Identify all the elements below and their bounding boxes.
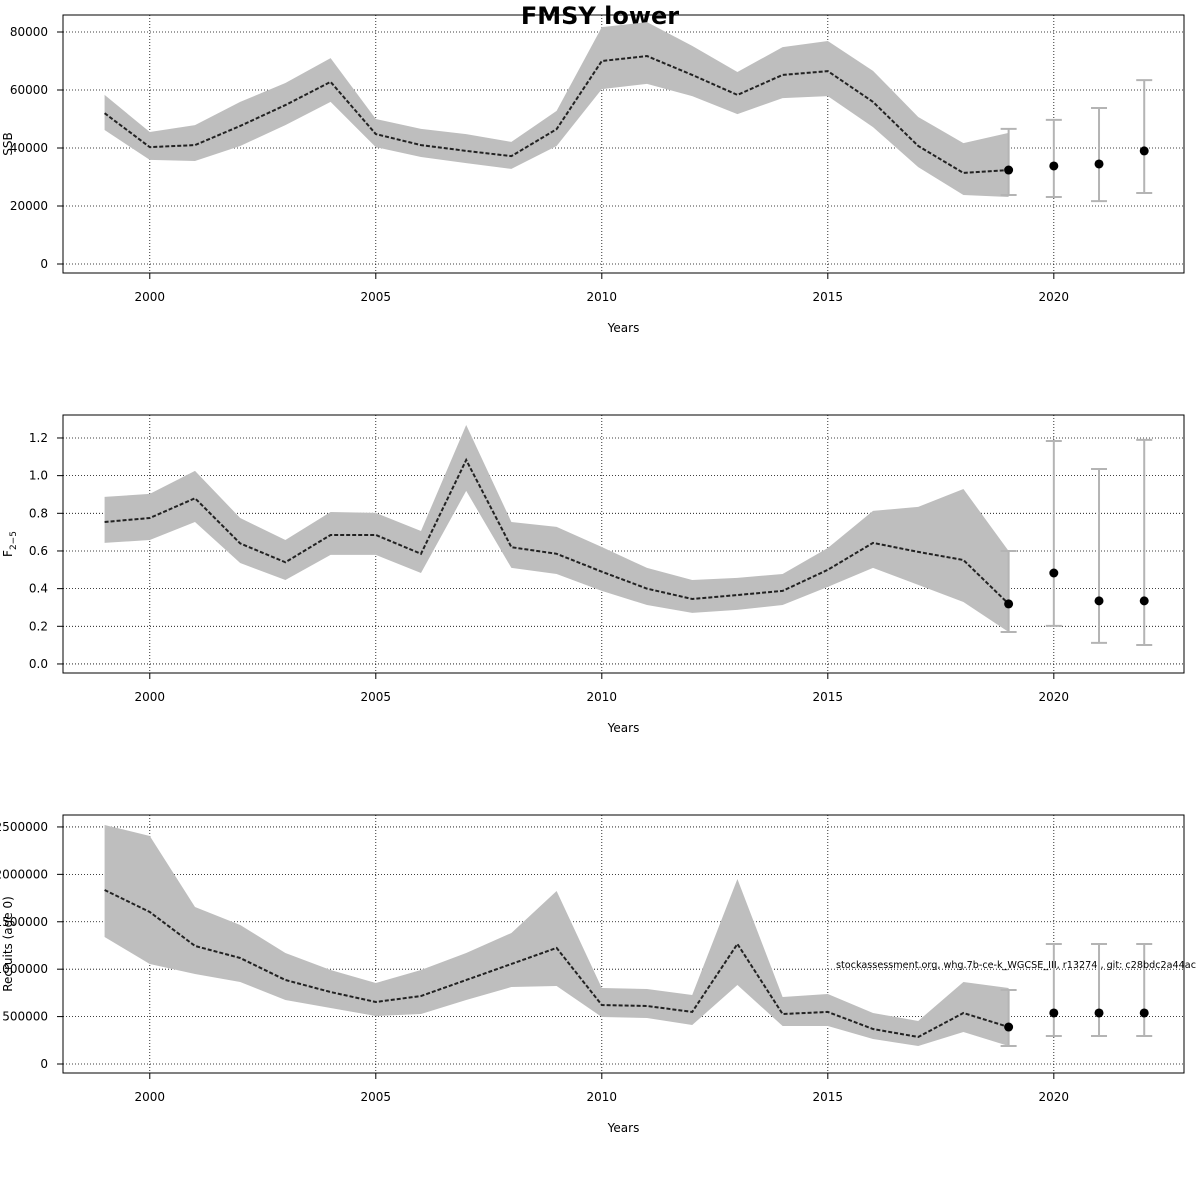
forecast-point [1049, 1008, 1059, 1018]
x-tick-label: 2020 [1039, 1090, 1070, 1104]
forecast-point [1139, 596, 1149, 606]
y-tick-label: 40000 [10, 141, 48, 155]
x-tick-label: 2000 [135, 690, 166, 704]
y-tick-label: 2000000 [0, 867, 48, 881]
y-axis-label-main: F [1, 550, 15, 557]
y-tick-label: 500000 [2, 1010, 48, 1024]
y-tick-label: 0.0 [29, 657, 48, 671]
y-tick-label: 0 [40, 1057, 48, 1071]
x-tick-label: 2015 [813, 1090, 844, 1104]
x-tick-label: 2000 [135, 290, 166, 304]
x-tick-label: 2005 [361, 690, 392, 704]
y-axis-label: SSB [1, 132, 15, 155]
y-tick-label: 60000 [10, 83, 48, 97]
forecast-point [1094, 596, 1104, 606]
x-axis-label: Years [607, 321, 640, 335]
x-axis-label: Years [607, 1121, 640, 1135]
plot-frame [62, 14, 1185, 274]
x-tick-label: 2005 [361, 290, 392, 304]
plot-frame [62, 414, 1185, 674]
y-tick-label: 1000000 [0, 962, 48, 976]
x-tick-label: 2010 [587, 1090, 618, 1104]
y-tick-label: 0.4 [29, 582, 48, 596]
forecast-point [1094, 159, 1104, 169]
x-tick-label: 2015 [813, 290, 844, 304]
forecast-point [1004, 165, 1014, 175]
annotation: stockassessment.org, whg.7b-ce-k_WGCSE_I… [836, 960, 1196, 971]
x-tick-label: 2010 [587, 290, 618, 304]
y-tick-label: 1500000 [0, 915, 48, 929]
y-tick-label: 2500000 [0, 820, 48, 834]
y-axis-label: F2−5 [1, 531, 19, 557]
y-axis-label-subscript: 2−5 [9, 531, 19, 550]
estimate-line [104, 457, 1010, 605]
x-tick-label: 2015 [813, 690, 844, 704]
y-tick-label: 0.2 [29, 619, 48, 633]
forecast-point [1004, 1022, 1014, 1032]
y-tick-label: 0.8 [29, 506, 48, 520]
y-tick-label: 1.0 [29, 469, 48, 483]
y-axis-label: Recruits (age 0) [1, 896, 15, 992]
y-tick-label: 20000 [10, 199, 48, 213]
forecast-point [1049, 161, 1059, 171]
x-tick-label: 2000 [135, 1090, 166, 1104]
plot-frame [62, 814, 1185, 1074]
confidence-band [104, 22, 1009, 198]
forecast-point [1004, 599, 1014, 609]
x-tick-label: 2005 [361, 1090, 392, 1104]
forecast-point [1049, 568, 1059, 578]
forecast-point [1139, 1008, 1149, 1018]
x-axis-label: Years [607, 721, 640, 735]
y-tick-label: 1.2 [29, 431, 48, 445]
confidence-band [104, 824, 1009, 1046]
x-tick-label: 2010 [587, 690, 618, 704]
forecast-point [1094, 1008, 1104, 1018]
figure-title: FMSY lower [521, 2, 679, 30]
forecast-point [1139, 146, 1149, 156]
estimate-line [103, 55, 1009, 174]
y-tick-label: 0 [40, 257, 48, 271]
x-tick-label: 2020 [1039, 690, 1070, 704]
estimate-line [104, 889, 1009, 1039]
y-tick-label: 0.6 [29, 544, 48, 558]
confidence-band [104, 424, 1009, 632]
x-tick-label: 2020 [1039, 290, 1070, 304]
y-tick-label: 80000 [10, 25, 48, 39]
